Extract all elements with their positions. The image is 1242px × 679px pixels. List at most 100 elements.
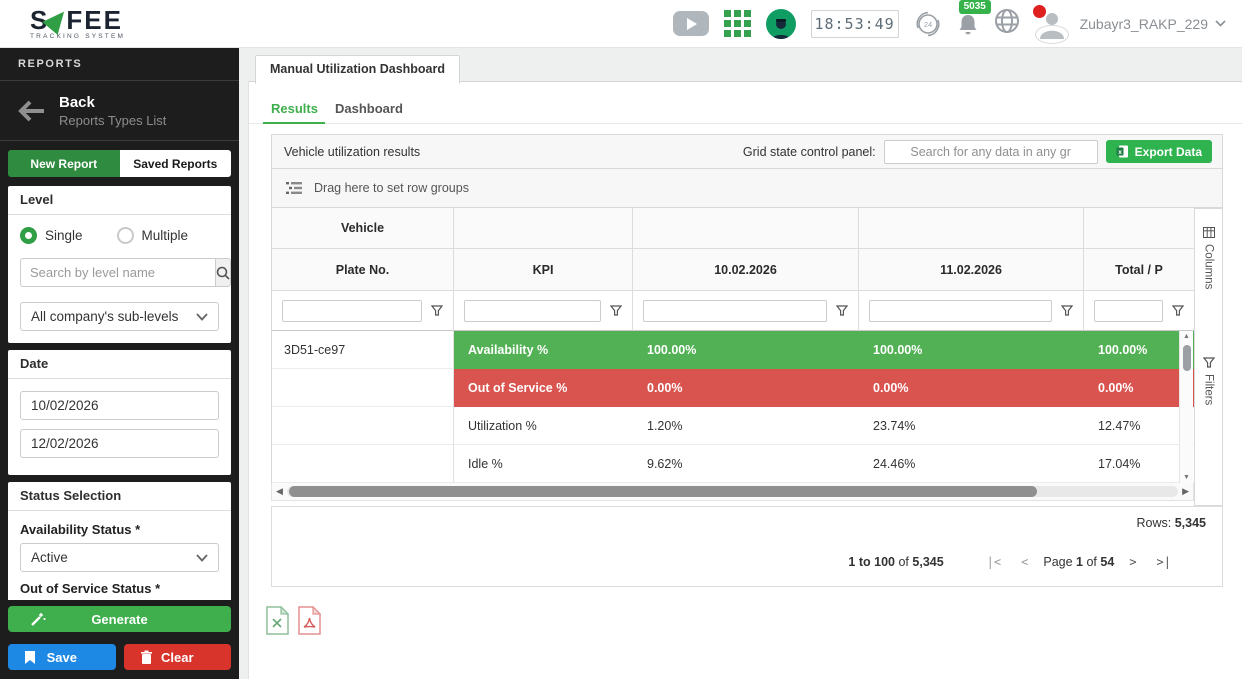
cell-plate xyxy=(272,369,454,407)
rows-count-value: 5,345 xyxy=(1174,515,1206,530)
driver-avatar[interactable] xyxy=(765,8,796,39)
horizontal-scrollbar[interactable]: ◀ ▶ xyxy=(271,483,1194,501)
group-header-row: Vehicle xyxy=(272,208,1194,249)
apps-grid-icon[interactable] xyxy=(723,10,751,37)
grid-tool-panel: Columns Filters xyxy=(1194,208,1223,506)
scroll-left-icon[interactable]: ◀ xyxy=(276,486,283,496)
table-row-utilization[interactable]: Utilization % 1.20% 23.74% 12.47% xyxy=(272,407,1194,445)
table-row-availability[interactable]: 3D51-ce97 Availability % 100.00% 100.00%… xyxy=(272,331,1194,369)
group-header-vehicle[interactable]: Vehicle xyxy=(272,208,454,249)
back-arrow-icon xyxy=(18,100,44,122)
export-excel-icon[interactable] xyxy=(266,606,289,635)
cell-plate xyxy=(272,445,454,483)
language-globe-icon[interactable] xyxy=(994,8,1020,39)
column-header-kpi[interactable]: KPI xyxy=(454,249,633,291)
filter-input-total[interactable] xyxy=(1094,299,1163,322)
column-header-plate-no[interactable]: Plate No. xyxy=(272,249,454,291)
scroll-right-icon[interactable]: ▶ xyxy=(1182,486,1189,496)
logo-text-fee: FEE xyxy=(66,4,123,35)
status-dot xyxy=(1032,4,1046,18)
chevron-down-icon xyxy=(196,312,208,321)
availability-status-select[interactable]: Active xyxy=(20,543,219,572)
filters-icon xyxy=(1202,357,1215,368)
back-button[interactable]: Back Reports Types List xyxy=(0,81,239,141)
cell-value: 0.00% xyxy=(859,369,1084,407)
group-header-empty xyxy=(1084,208,1194,249)
export-data-button[interactable]: x Export Data xyxy=(1105,140,1212,163)
filter-funnel-icon[interactable] xyxy=(431,305,443,316)
tabs-divider xyxy=(249,123,1242,124)
radio-multiple-label[interactable]: Multiple xyxy=(141,228,189,243)
tool-panel-tab-columns[interactable]: Columns xyxy=(1195,227,1222,289)
level-search-input[interactable] xyxy=(20,258,215,287)
filter-input-date2[interactable] xyxy=(869,299,1052,322)
last-page-icon[interactable]: >| xyxy=(1156,555,1171,569)
column-header-date2[interactable]: 11.02.2026 xyxy=(859,249,1084,291)
row-group-dropzone[interactable]: Drag here to set row groups xyxy=(271,169,1223,208)
rows-count-label: Rows: xyxy=(1136,515,1172,530)
grid-quick-search-input[interactable] xyxy=(883,139,1098,164)
sidebar-section-title: REPORTS xyxy=(0,48,239,81)
vertical-scrollbar[interactable]: ▲ ▼ xyxy=(1179,331,1193,483)
svg-text:24: 24 xyxy=(923,20,931,29)
window-tab-manual-utilization-dashboard[interactable]: Manual Utilization Dashboard xyxy=(255,55,461,84)
support-24h-icon[interactable]: 24 xyxy=(914,10,942,38)
scroll-down-icon[interactable]: ▼ xyxy=(1183,474,1190,481)
user-menu-chevron-icon[interactable] xyxy=(1215,20,1226,27)
page-number: 1 xyxy=(1076,555,1083,569)
column-header-row: Plate No. KPI 10.02.2026 11.02.2026 Tota… xyxy=(272,249,1194,291)
cell-kpi: Availability % xyxy=(454,331,633,369)
filter-funnel-icon[interactable] xyxy=(1061,305,1073,316)
table-row-out-of-service[interactable]: Out of Service % 0.00% 0.00% 0.00% xyxy=(272,369,1194,407)
sublevels-select[interactable]: All company's sub-levels xyxy=(20,302,219,331)
excel-icon: x xyxy=(1116,145,1128,158)
tab-saved-reports[interactable]: Saved Reports xyxy=(119,150,231,177)
date-card-title: Date xyxy=(8,350,231,379)
vertical-scroll-thumb[interactable] xyxy=(1183,345,1191,371)
scroll-up-icon[interactable]: ▲ xyxy=(1183,333,1190,340)
bookmark-icon xyxy=(25,650,35,664)
export-pdf-icon[interactable] xyxy=(298,606,321,635)
level-search-button[interactable] xyxy=(215,258,231,287)
clear-button[interactable]: Clear xyxy=(123,644,231,670)
tool-panel-columns-label: Columns xyxy=(1202,244,1215,290)
page-label: Page xyxy=(1043,555,1073,569)
username-label[interactable]: Zubayr3_RAKP_229 xyxy=(1079,15,1208,32)
tab-results[interactable]: Results xyxy=(271,101,318,116)
tab-dashboard[interactable]: Dashboard xyxy=(335,101,403,116)
clear-label: Clear xyxy=(160,649,194,665)
first-page-icon[interactable]: |< xyxy=(986,555,1002,569)
tool-panel-tab-filters[interactable]: Filters xyxy=(1195,357,1222,405)
report-mode-tabs: New Report Saved Reports xyxy=(8,150,231,177)
filter-input-kpi[interactable] xyxy=(464,299,601,322)
date-from-input[interactable] xyxy=(20,391,219,420)
tab-new-report[interactable]: New Report xyxy=(8,150,120,177)
radio-single[interactable] xyxy=(20,227,37,244)
notifications-bell[interactable]: 5035 xyxy=(957,0,991,42)
dashboard-panel: Results Dashboard Vehicle utilization re… xyxy=(248,81,1242,679)
previous-page-icon[interactable]: < xyxy=(1021,555,1029,569)
column-header-date1[interactable]: 10.02.2026 xyxy=(633,249,859,291)
filter-funnel-icon[interactable] xyxy=(836,305,848,316)
filter-input-date1[interactable] xyxy=(643,299,827,322)
table-row-idle[interactable]: Idle % 9.62% 24.46% 17.04% xyxy=(272,445,1194,483)
user-avatar[interactable] xyxy=(1032,4,1069,44)
date-to-input[interactable] xyxy=(20,429,219,458)
next-page-icon[interactable]: > xyxy=(1129,555,1137,569)
sidebar-footer: Generate Save Clear xyxy=(0,600,239,679)
filter-funnel-icon[interactable] xyxy=(1172,305,1184,316)
top-header-bar: S FEE TRACKING SYSTEM 18:53:49 24 5035 xyxy=(0,0,1242,48)
radio-multiple[interactable] xyxy=(116,227,134,244)
filter-input-plate[interactable] xyxy=(282,299,422,322)
cell-value: 100.00% xyxy=(633,331,859,369)
generate-button[interactable]: Generate xyxy=(8,606,231,632)
video-tutorials-icon[interactable] xyxy=(672,11,709,36)
row-group-hint: Drag here to set row groups xyxy=(314,181,469,195)
radio-single-label[interactable]: Single xyxy=(45,228,83,243)
column-header-total[interactable]: Total / P xyxy=(1084,249,1194,291)
horizontal-scroll-thumb[interactable] xyxy=(288,486,1038,497)
level-card-title: Level xyxy=(8,186,231,215)
filter-funnel-icon[interactable] xyxy=(610,305,622,316)
save-button[interactable]: Save xyxy=(8,644,116,670)
level-card: Level Single Multiple All company's sub-… xyxy=(8,186,231,343)
